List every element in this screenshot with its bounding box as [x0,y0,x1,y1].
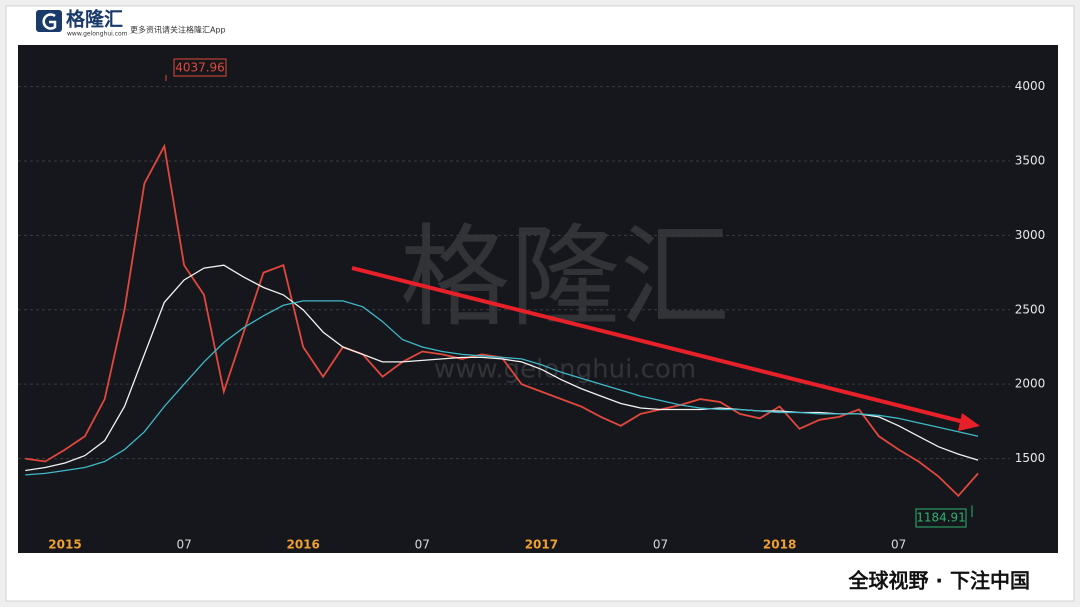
x-tick-label: 07 [891,538,906,552]
y-tick-label: 3000 [1015,228,1046,242]
series-line [25,264,979,472]
x-tick-label: 2016 [286,538,319,552]
x-tick-label: 07 [176,538,191,552]
low-box [915,508,967,528]
logo-glyph [42,13,57,30]
slogan: 更多资讯请关注格隆汇App [130,25,226,35]
high-label: 4037.96 [175,61,225,75]
x-tick-label: 2017 [525,538,558,552]
series-line [25,300,979,476]
y-tick-label: 4000 [1015,79,1046,93]
x-tick-label: 2015 [48,538,81,552]
x-tick-label: 07 [653,538,668,552]
low-label: 1184.91 [916,511,966,525]
watermark-url: www.gelonghui.com [434,355,696,385]
y-tick-label: 3500 [1015,154,1046,168]
x-tick-label: 2018 [763,538,796,552]
footer: 全球视野 · 下注中国 [847,569,1030,593]
trend-arrow [351,266,969,425]
chart-area [18,45,1058,553]
y-tick-label: 2000 [1015,377,1046,391]
logo-url: www.gelonghui.com [67,31,128,38]
y-tick-label: 1500 [1015,451,1046,465]
y-tick-label: 2500 [1015,302,1046,316]
x-tick-label: 07 [415,538,430,552]
trend-arrowhead [958,413,980,431]
logo-text: 格隆汇 [66,8,123,31]
high-box [173,58,227,77]
